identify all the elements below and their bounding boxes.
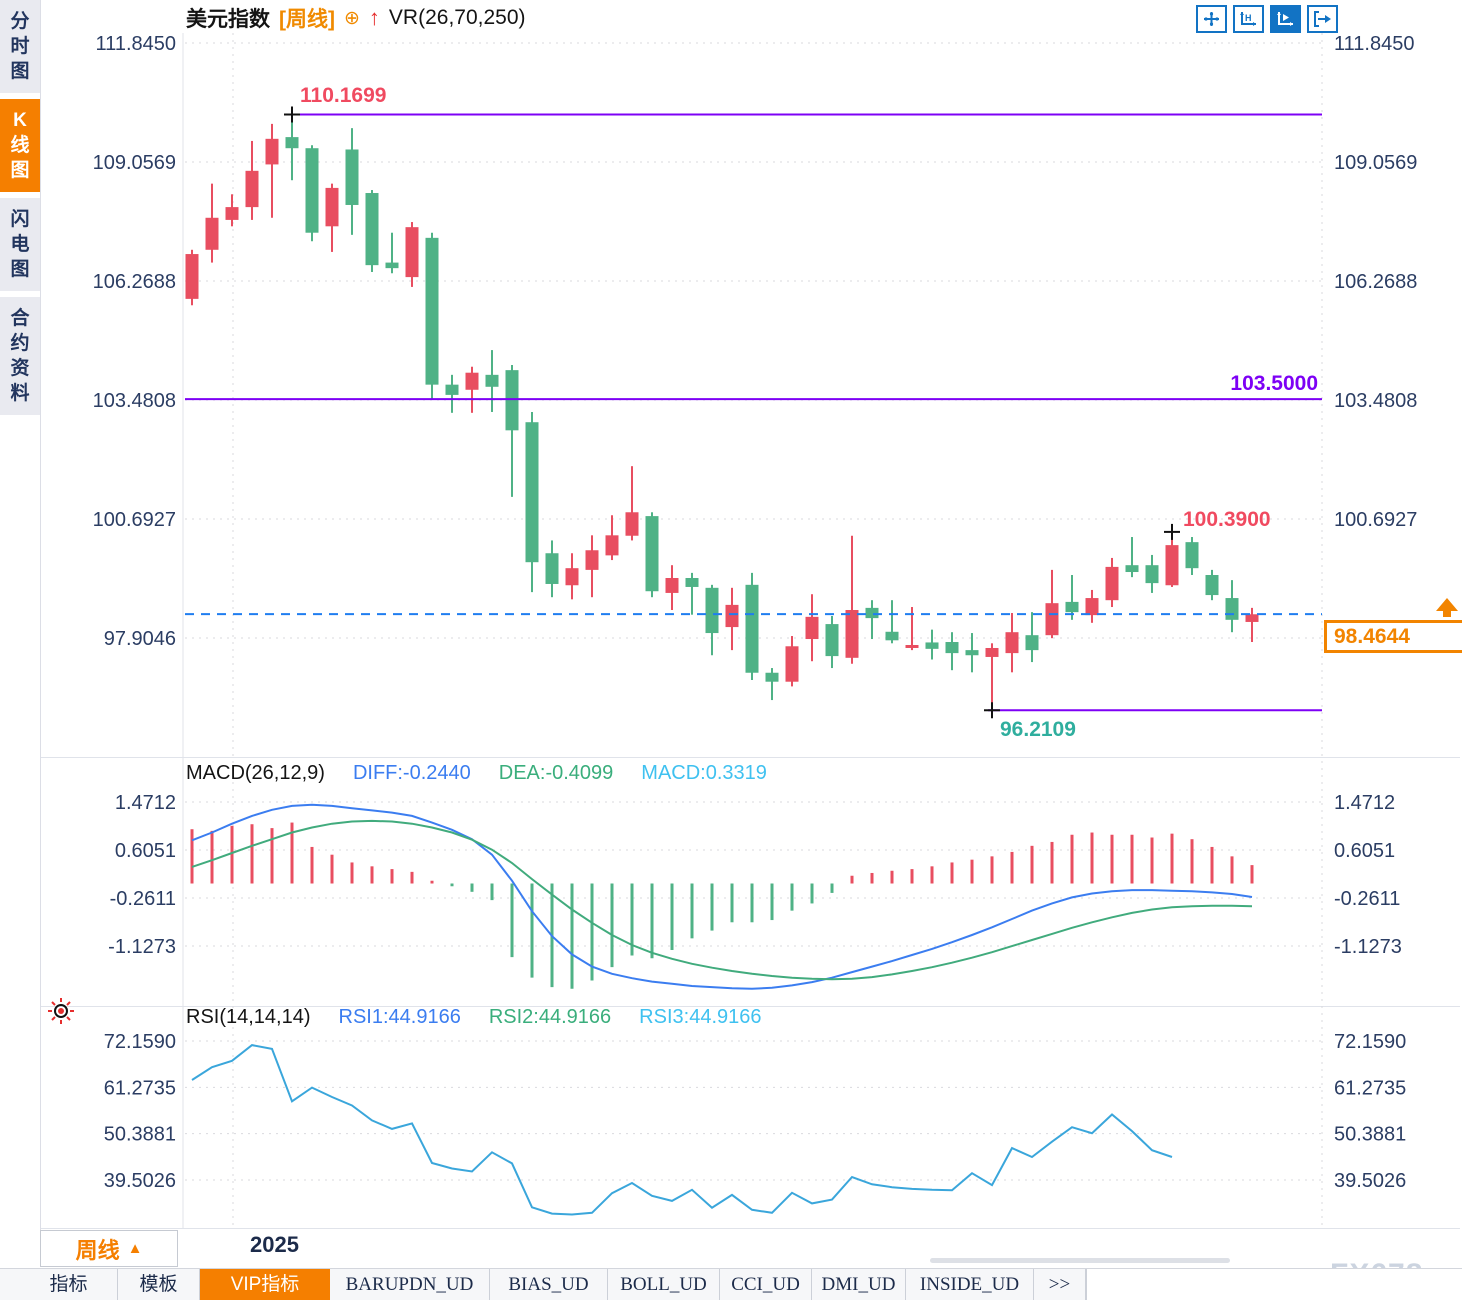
macd-diff-line: [191, 803, 1253, 990]
price-extreme-markers: [284, 106, 1180, 719]
macd-header: MACD(26,12,9) DIFF:-0.2440 DEA:-0.4099 M…: [186, 762, 767, 785]
move-crosshair-icon[interactable]: [1196, 5, 1227, 33]
tab-vip-indicators[interactable]: VIP指标: [200, 1269, 330, 1300]
macd-histogram: [190, 822, 1254, 989]
last-price-value: 98.4644: [1334, 625, 1410, 648]
rsi-name[interactable]: RSI(14,14,14): [186, 1006, 311, 1028]
add-overlay-icon[interactable]: ⊕: [344, 7, 360, 29]
period-tag[interactable]: [周线]: [279, 8, 335, 31]
axis-label: 111.8450: [1334, 33, 1414, 55]
axis-label: 103.4808: [1334, 390, 1417, 412]
axis-label: -1.1273: [1334, 936, 1402, 958]
tab-indicators[interactable]: 指标: [20, 1269, 118, 1300]
horizontal-scrollbar[interactable]: [930, 1258, 1230, 1263]
axis-play-icon[interactable]: [1270, 5, 1301, 33]
sidebar-tab-contract-info[interactable]: 合约资料: [0, 297, 40, 415]
level-lines: [185, 113, 1322, 712]
rsi2-value: RSI2:44.9166: [488, 1006, 612, 1028]
overlay-indicator-label[interactable]: VR(26,70,250): [388, 6, 526, 29]
axis-label: 103.4808: [93, 390, 176, 412]
macd-axis-labels: 1.4712 1.4712 0.6051 0.6051 -0.2611 -0.2611 -1…: [108, 792, 1402, 958]
instrument-title: 美元指数: [186, 8, 270, 31]
x-axis-year-label: 2025: [250, 1232, 299, 1257]
period-selector-arrow-icon: ▲: [127, 1240, 143, 1257]
axis-label: 109.0569: [1334, 152, 1417, 174]
axis-label: -1.1273: [108, 936, 176, 958]
tab-more[interactable]: >>: [1034, 1269, 1086, 1300]
sidebar-tab-time-chart[interactable]: 分时图: [0, 0, 40, 93]
axis-label: 100.6927: [93, 509, 176, 531]
chart-header: 美元指数 [周线] ⊕ ↑ VR(26,70,250): [186, 3, 526, 33]
axis-label: 50.3881: [1334, 1124, 1406, 1146]
tab-bias-ud[interactable]: BIAS_UD: [490, 1269, 608, 1300]
axis-label: 1.4712: [1334, 792, 1395, 814]
axis-label: 106.2688: [1334, 271, 1417, 293]
period-selector-label: 周线: [75, 1237, 120, 1263]
tab-boll-ud[interactable]: BOLL_UD: [608, 1269, 720, 1300]
axis-label: -0.2611: [1334, 888, 1400, 910]
tab-bar-empty-area: [1086, 1269, 1462, 1300]
price-axis-labels: 111.8450 111.8450 109.0569 109.0569 106.2688…: [93, 33, 1418, 650]
axis-label: 61.2735: [1334, 1077, 1406, 1099]
macd-dea-line: [191, 819, 1253, 981]
axis-label: 50.3881: [104, 1124, 176, 1146]
period-selector-button[interactable]: 周线 ▲: [40, 1230, 178, 1267]
chart-toolbar: H: [1196, 5, 1338, 33]
macd-hist-value: MACD:0.3319: [641, 762, 767, 784]
axis-label: 97.9046: [104, 628, 176, 650]
macd-name[interactable]: MACD(26,12,9): [186, 762, 325, 784]
axis-label: -0.2611: [110, 888, 176, 910]
rsi-line: [191, 1044, 1173, 1216]
last-price-tag[interactable]: 98.4644: [1324, 620, 1462, 653]
resistance-level-label: 110.1699: [300, 84, 387, 107]
sidebar-tab-flash-chart[interactable]: 闪电图: [0, 198, 40, 291]
recent-high-label: 100.3900: [1183, 508, 1271, 531]
indicator-settings-sun-icon[interactable]: [48, 998, 74, 1024]
price-up-arrow-icon: [1436, 598, 1458, 617]
tab-cci-ud[interactable]: CCI_UD: [720, 1269, 812, 1300]
tab-barupdn-ud[interactable]: BARUPDN_UD: [330, 1269, 490, 1300]
macd-diff-value: DIFF:-0.2440: [352, 762, 471, 784]
axis-label: 106.2688: [93, 271, 176, 293]
rsi-header: RSI(14,14,14) RSI1:44.9166 RSI2:44.9166 …: [186, 1006, 762, 1029]
vertical-gridlines: [232, 33, 1323, 1228]
tab-inside-ud[interactable]: INSIDE_UD: [906, 1269, 1034, 1300]
svg-text:H: H: [1245, 13, 1252, 23]
rsi-axis-labels: 72.1590 72.1590 61.2735 61.2735 50.3881 50.38…: [104, 1031, 1407, 1192]
axis-label: 39.5026: [1334, 1170, 1406, 1192]
axis-label: 72.1590: [1334, 1031, 1406, 1053]
axis-label: 39.5026: [104, 1170, 176, 1192]
exit-right-icon[interactable]: [1307, 5, 1338, 33]
axis-label: 61.2735: [104, 1077, 176, 1099]
up-arrow-icon: ↑: [368, 5, 380, 30]
axis-label: 111.8450: [96, 33, 176, 55]
tab-dmi-ud[interactable]: DMI_UD: [812, 1269, 906, 1300]
axis-label: 1.4712: [115, 792, 176, 814]
axis-label: 100.6927: [1334, 509, 1417, 531]
indicator-tab-bar: 指标 模板 VIP指标 BARUPDN_UD BIAS_UD BOLL_UD C…: [0, 1268, 1462, 1300]
rsi1-value: RSI1:44.9166: [338, 1006, 461, 1028]
axis-label: 0.6051: [1334, 840, 1395, 862]
mid-level-label: 103.5000: [1230, 372, 1318, 395]
rsi-gridlines: [185, 1040, 1322, 1181]
support-level-label: 96.2109: [1000, 718, 1076, 741]
axis-scale-icon[interactable]: H: [1233, 5, 1264, 33]
candlestick-series: [185, 114, 1259, 711]
axis-label: 72.1590: [104, 1031, 176, 1053]
rsi3-value: RSI3:44.9166: [639, 1006, 762, 1028]
price-gridlines: [185, 42, 1322, 639]
axis-label: 0.6051: [115, 840, 176, 862]
pane-borders: [40, 33, 1460, 1229]
tab-templates[interactable]: 模板: [118, 1269, 200, 1300]
axis-label: 109.0569: [93, 152, 176, 174]
macd-dea-value: DEA:-0.4099: [498, 762, 614, 784]
